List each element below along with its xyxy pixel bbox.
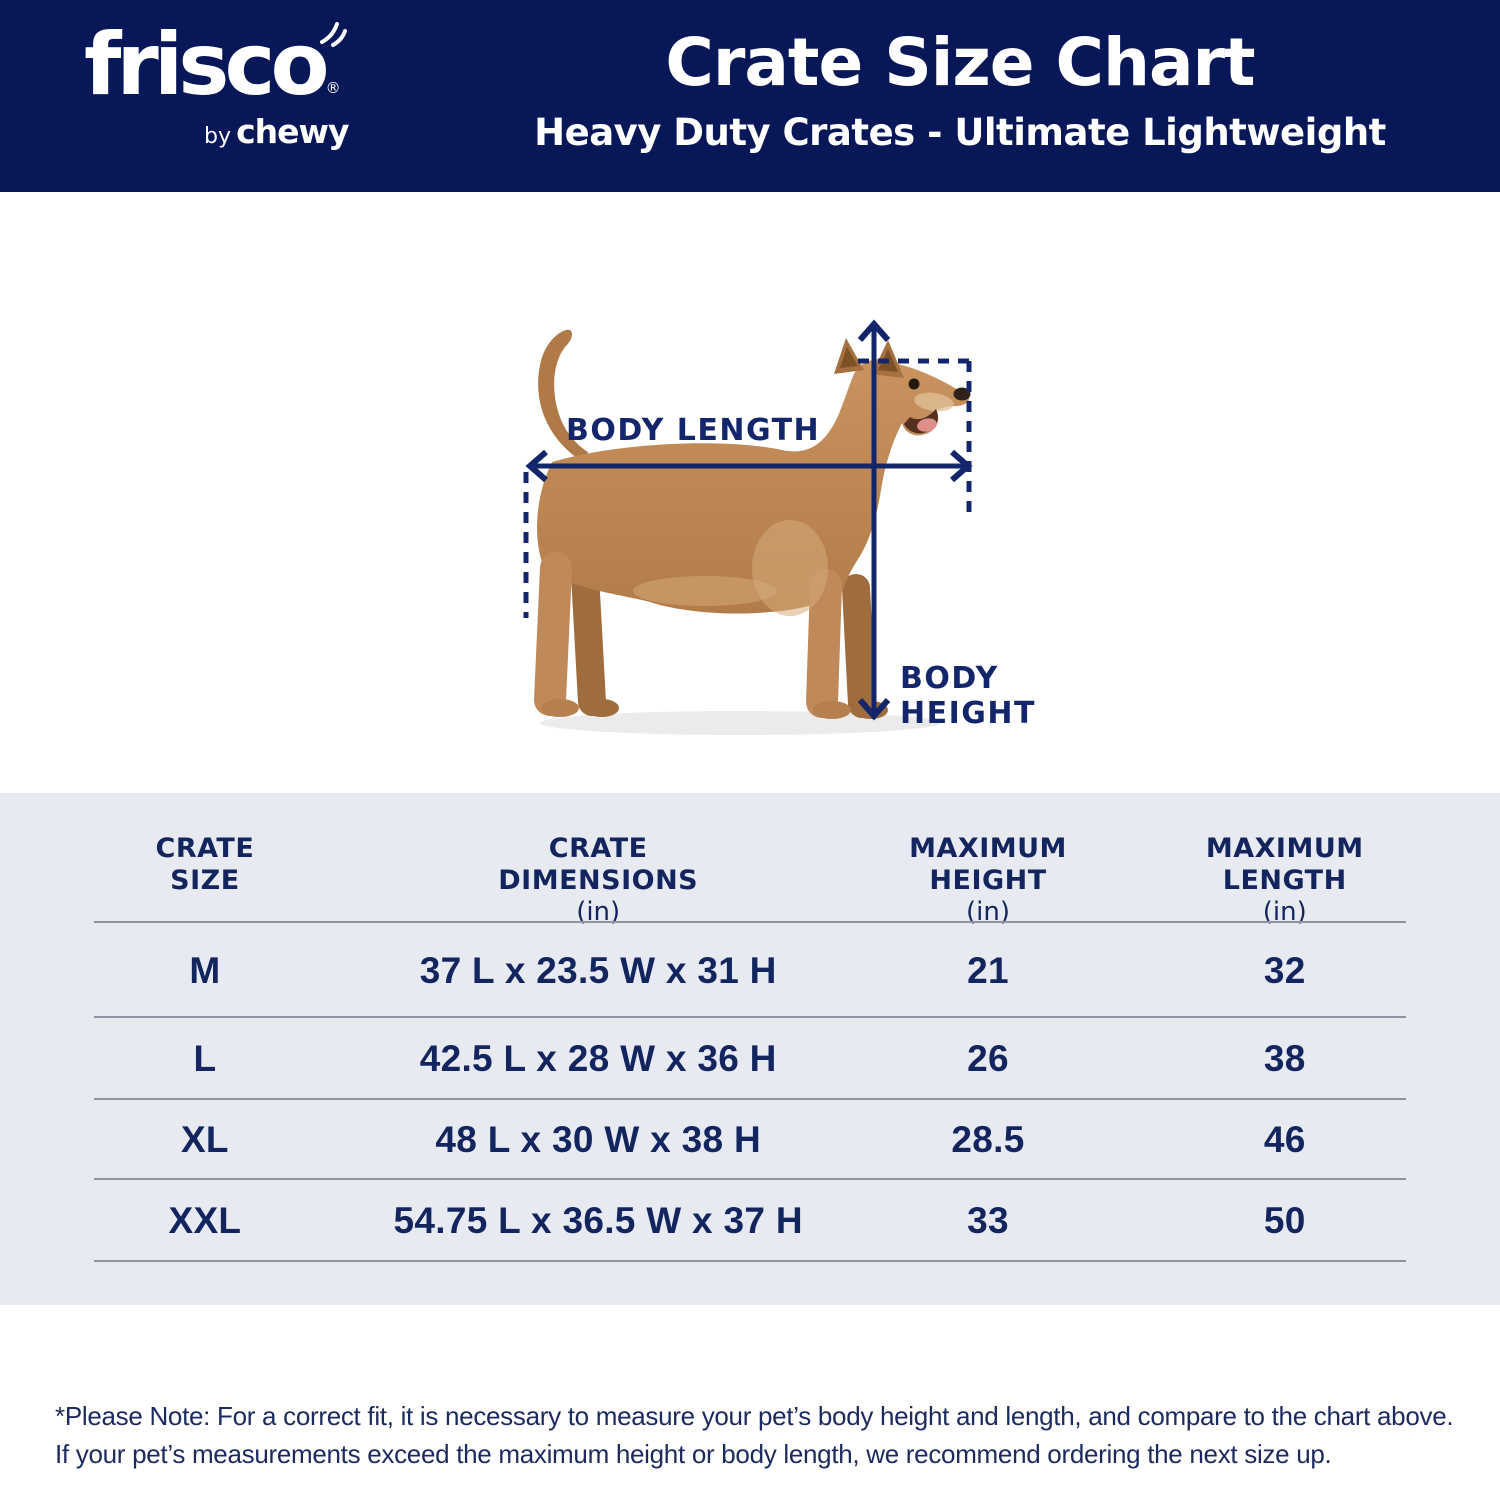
cell-size: XXL	[168, 1200, 242, 1241]
footnote: *Please Note: For a correct fit, it is n…	[55, 1398, 1480, 1473]
cell-max-height: 28.5	[951, 1119, 1025, 1160]
header-banner: frisco ® by chewy Crate Size Chart Heavy…	[0, 0, 1500, 192]
footnote-line2: If your pet’s measurements exceed the ma…	[55, 1438, 1332, 1469]
cell-dimensions: 37 L x 23.5 W x 31 H	[419, 949, 777, 991]
cell-max-height: 21	[967, 949, 1009, 991]
brand-logo: frisco ® by chewy	[84, 22, 384, 151]
column-header-crate-dimensions: CRATE DIMENSIONS (in)	[498, 833, 699, 927]
cell-max-height: 33	[967, 1200, 1009, 1241]
byline-by: by	[204, 124, 231, 149]
column-header-maximum-height: MAXIMUM HEIGHT (in)	[909, 833, 1067, 927]
brand-name: frisco ®	[84, 22, 347, 108]
cell-dimensions: 54.75 L x 36.5 W x 37 H	[393, 1200, 803, 1241]
body-length-label: BODY LENGTH	[566, 413, 821, 448]
cell-size: M	[189, 949, 221, 991]
cell-dimensions: 48 L x 30 W x 38 H	[435, 1119, 761, 1160]
footnote-line1: *Please Note: For a correct fit, it is n…	[55, 1401, 1454, 1431]
dog-nose	[953, 387, 971, 401]
dog-tail	[538, 329, 588, 468]
registered-mark-icon: ®	[325, 79, 341, 97]
cell-max-length: 50	[1263, 1200, 1306, 1241]
cell-size: L	[193, 1038, 217, 1079]
table-row: XXL 54.75 L x 36.5 W x 37 H 33 50	[60, 1180, 1440, 1262]
column-header-crate-size: CRATE SIZE	[155, 833, 255, 896]
body-height-arrow	[857, 319, 891, 721]
brand-name-text: frisco	[84, 15, 330, 115]
size-table: CRATE SIZE CRATE DIMENSIONS (in) MAXIMUM…	[60, 793, 1440, 1262]
whisker-icon	[319, 22, 347, 47]
cell-size: XL	[180, 1119, 229, 1160]
dog-measurement-diagram: BODY LENGTH BODY HEIGHT	[490, 300, 1034, 740]
table-row: XL 48 L x 30 W x 38 H 28.5 46	[60, 1100, 1440, 1180]
table-header-row: CRATE SIZE CRATE DIMENSIONS (in) MAXIMUM…	[60, 793, 1440, 927]
cell-max-length: 32	[1263, 949, 1306, 991]
page-subtitle: Heavy Duty Crates - Ultimate Lightweight	[534, 111, 1386, 155]
table-row: M 37 L x 23.5 W x 31 H 21 32	[60, 923, 1440, 1018]
dog-near-legs	[534, 552, 842, 718]
dashed-guide-lines	[523, 358, 972, 618]
dog-far-legs	[571, 561, 876, 718]
cell-max-length: 46	[1263, 1119, 1306, 1160]
dog-body	[537, 359, 970, 614]
body-height-label-line1: BODY	[900, 661, 999, 696]
dog-eye	[908, 378, 920, 390]
cell-dimensions: 42.5 L x 28 W x 36 H	[419, 1038, 777, 1079]
size-table-section: CRATE SIZE CRATE DIMENSIONS (in) MAXIMUM…	[0, 793, 1500, 1305]
page-title: Crate Size Chart	[665, 24, 1255, 101]
cell-max-length: 38	[1263, 1038, 1306, 1079]
cell-max-height: 26	[967, 1038, 1009, 1079]
dog-tongue	[917, 418, 937, 432]
body-height-label: BODY HEIGHT	[900, 661, 1036, 731]
measurement-annotations	[523, 319, 973, 721]
body-height-label-line2: HEIGHT	[900, 695, 1036, 731]
dog-illustration	[523, 319, 973, 735]
byline-chewy: chewy	[236, 112, 349, 151]
table-row: L 42.5 L x 28 W x 36 H 26 38	[60, 1018, 1440, 1100]
header-titles: Crate Size Chart Heavy Duty Crates - Ult…	[430, 24, 1490, 155]
column-header-maximum-length: MAXIMUM LENGTH (in)	[1205, 833, 1364, 927]
brand-byline: by chewy	[204, 112, 384, 151]
